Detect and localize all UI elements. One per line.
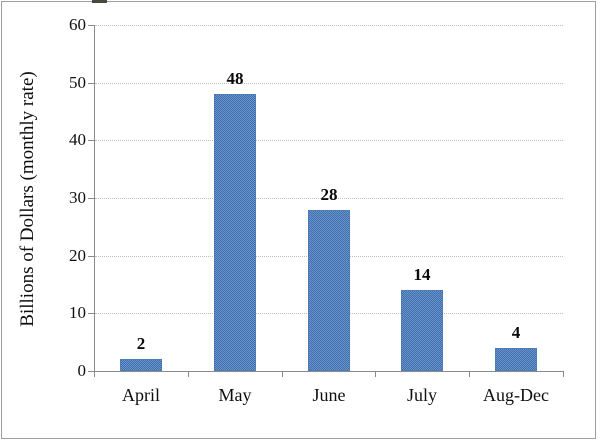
- y-tick-label: 10: [69, 303, 86, 323]
- x-tick: [469, 372, 470, 377]
- bar-value-label: 14: [413, 265, 431, 284]
- y-tick-label: 30: [69, 188, 86, 207]
- x-axis-line: [94, 371, 564, 372]
- x-tick: [282, 372, 283, 377]
- x-tick: [563, 372, 564, 377]
- y-tick: [88, 313, 94, 315]
- y-tick: [88, 371, 94, 372]
- y-tick-label: 0: [77, 361, 87, 380]
- bar-value-label: 28: [320, 185, 338, 204]
- chart-frame: [1, 1, 596, 439]
- y-tick: [88, 140, 94, 142]
- y-tick-label: 20: [69, 245, 86, 265]
- y-tick: [88, 198, 94, 199]
- gridline: [95, 25, 563, 26]
- y-axis-line: [94, 25, 95, 371]
- x-tick: [94, 372, 95, 377]
- bar: [308, 210, 350, 371]
- bar: [401, 290, 443, 371]
- category-label: May: [218, 385, 252, 405]
- bar: [214, 94, 256, 371]
- y-tick-label: 50: [69, 72, 86, 92]
- bar-value-label: 4: [511, 323, 521, 342]
- gridline: [95, 82, 563, 84]
- x-tick: [375, 372, 376, 377]
- x-tick: [188, 372, 189, 377]
- category-label: April: [122, 385, 160, 405]
- category-label: June: [312, 385, 346, 405]
- y-axis-title: Billions of Dollars (monthly rate): [17, 71, 38, 327]
- y-tick-label: 60: [69, 15, 86, 34]
- bar: [495, 348, 537, 371]
- gridline: [95, 140, 563, 142]
- y-tick: [88, 25, 94, 26]
- y-tick: [88, 255, 94, 257]
- y-tick: [88, 82, 94, 84]
- bar: [120, 359, 162, 371]
- bar-value-label: 2: [136, 334, 146, 353]
- category-label: July: [406, 385, 437, 405]
- y-tick-label: 40: [69, 130, 86, 150]
- cropped-text-artifact: [92, 0, 107, 3]
- gridline: [95, 198, 563, 199]
- category-label: Aug-Dec: [483, 385, 549, 405]
- bar-value-label: 48: [226, 69, 244, 88]
